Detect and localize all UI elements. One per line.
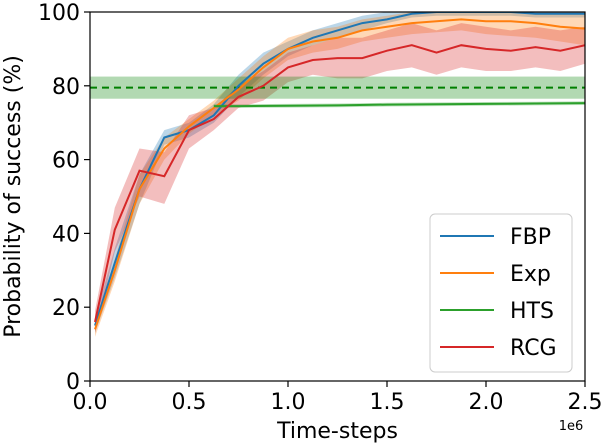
x-axis: 0.0 0.5 1.0 1.5 2.0 2.5 xyxy=(73,381,603,415)
x-tick-label: 1.5 xyxy=(370,390,405,415)
legend-box xyxy=(429,213,573,373)
legend-label-fbp: FBP xyxy=(510,225,551,250)
y-tick-label: 20 xyxy=(52,296,80,321)
legend-label-hts: HTS xyxy=(510,299,554,324)
y-tick-label: 40 xyxy=(52,222,80,247)
y-axis: 0 20 40 60 80 100 xyxy=(38,1,90,395)
legend-label-rcg: RCG xyxy=(510,336,557,361)
reference-band xyxy=(90,76,585,99)
reference-line-group xyxy=(90,76,585,99)
x-axis-label: Time-steps xyxy=(276,419,398,444)
x-tick-label: 2.0 xyxy=(469,390,504,415)
legend: FBP Exp HTS RCG xyxy=(429,213,573,373)
band-rcg xyxy=(95,23,585,333)
y-tick-label: 100 xyxy=(38,1,80,26)
x-axis-offset-label: 1e6 xyxy=(559,419,584,434)
series-lines xyxy=(94,12,585,330)
legend-label-exp: Exp xyxy=(510,262,551,287)
line-hts xyxy=(213,102,585,108)
x-tick-label: 0.5 xyxy=(172,390,207,415)
line-rcg xyxy=(94,44,585,323)
x-tick-label: 1.0 xyxy=(271,390,306,415)
y-tick-label: 80 xyxy=(52,75,80,100)
y-tick-label: 60 xyxy=(52,149,80,174)
line-fbp xyxy=(94,12,585,326)
y-axis-label: Probability of success (%) xyxy=(1,55,26,338)
y-tick-label: 0 xyxy=(66,370,80,395)
x-tick-label: 0.0 xyxy=(73,390,108,415)
plot-area-frame xyxy=(89,11,586,382)
line-exp xyxy=(94,18,585,330)
x-tick-label: 2.5 xyxy=(568,390,603,415)
